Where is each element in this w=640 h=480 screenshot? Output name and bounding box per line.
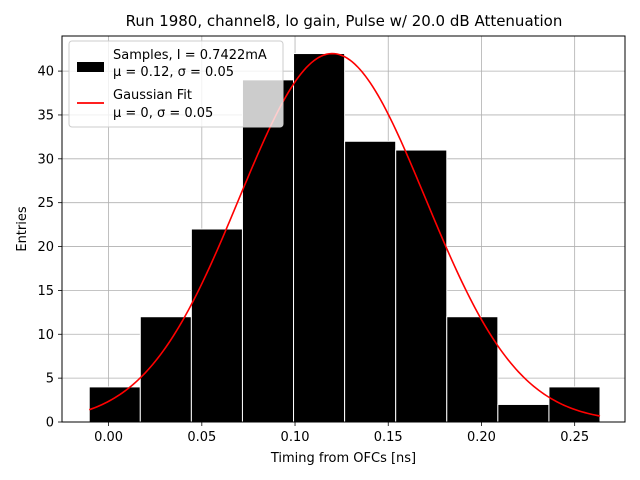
- histogram-bar: [241, 79, 295, 423]
- legend-samples-stats: μ = 0.12, σ = 0.05: [113, 65, 234, 80]
- x-tick-label: 0.00: [94, 430, 123, 445]
- axis-ticks: 0.00 0.05 0.10 0.15 0.20 0.25 0 5 10 15 20 25 30 35 40: [37, 65, 589, 445]
- axes-frame: [61, 35, 626, 423]
- y-tick-label: 40: [37, 65, 54, 80]
- gaussian-fit: [88, 52, 601, 417]
- y-tick-label: 20: [37, 240, 54, 255]
- y-axis-title: Entries: [15, 206, 30, 252]
- chart-title: Run 1980, channel8, lo gain, Pulse w/ 20…: [126, 12, 563, 30]
- legend-fit-label: Gaussian Fit: [113, 88, 192, 103]
- histogram-bar: [88, 386, 141, 423]
- x-tick-label: 0.15: [374, 430, 403, 445]
- histogram-bar: [190, 228, 243, 423]
- legend: Samples, I = 0.7422mA μ = 0.12, σ = 0.05…: [68, 40, 284, 128]
- x-axis-title: Timing from OFCs [ns]: [270, 451, 416, 466]
- legend-samples-label: Samples, I = 0.7422mA: [113, 48, 267, 63]
- y-tick-label: 5: [46, 372, 54, 387]
- gaussian-fit-curve: [88, 52, 601, 417]
- y-tick-label: 15: [37, 284, 54, 299]
- x-tick-label: 0.05: [187, 430, 216, 445]
- legend-samples-swatch: [77, 62, 104, 72]
- y-tick-label: 10: [37, 328, 54, 343]
- y-tick-label: 0: [46, 416, 54, 431]
- x-tick-label: 0.20: [467, 430, 496, 445]
- legend-fit-stats: μ = 0, σ = 0.05: [113, 106, 213, 121]
- y-tick-label: 35: [37, 108, 54, 123]
- histogram-bar: [446, 316, 499, 423]
- histogram-bar: [497, 403, 550, 423]
- legend-box: [68, 40, 284, 128]
- histogram-bar: [548, 386, 601, 423]
- histogram-bar: [344, 140, 397, 423]
- y-tick-label: 30: [37, 152, 54, 167]
- histogram-bar: [293, 53, 346, 423]
- histogram-bar: [395, 149, 448, 423]
- x-tick-label: 0.10: [281, 430, 310, 445]
- y-tick-label: 25: [37, 196, 54, 211]
- x-tick-label: 0.25: [560, 430, 589, 445]
